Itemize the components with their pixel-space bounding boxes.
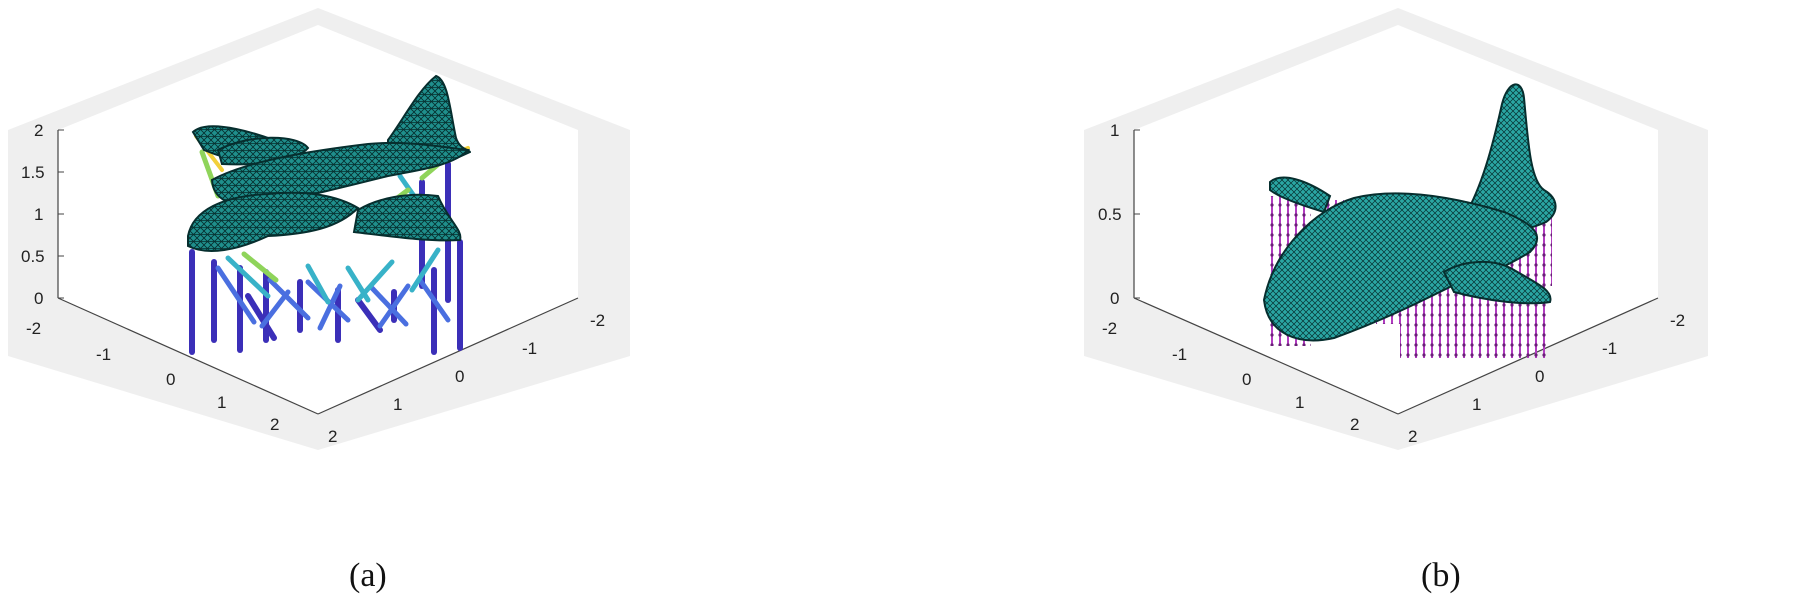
z-tick-b-0: 1 (1110, 121, 1119, 140)
plot-a: 2 1.5 1 0.5 0 -2 -1 0 1 2 -2 -1 0 1 2 (8, 8, 630, 450)
aircraft-mesh (187, 74, 472, 252)
right-axis-tick-b-0: -2 (1670, 311, 1685, 330)
z-tick-b-2: 0 (1110, 289, 1119, 308)
figure-panel-a: 2 1.5 1 0.5 0 -2 -1 0 1 2 -2 -1 0 1 2 (8, 0, 728, 530)
right-axis-tick-a-4: 2 (328, 427, 337, 446)
right-axis-tick-b-4: 2 (1408, 427, 1417, 446)
z-tick-a-2: 1 (34, 205, 43, 224)
left-axis-tick-b-1: -1 (1172, 345, 1187, 364)
right-axis-tick-b-2: 0 (1535, 367, 1544, 386)
left-axis-tick-b-0: -2 (1102, 319, 1117, 338)
z-tick-a-3: 0.5 (21, 247, 45, 266)
z-tick-a-4: 0 (34, 289, 43, 308)
caption-a: (a) (349, 557, 387, 594)
caption-b: (b) (1421, 557, 1461, 594)
z-tick-a-1: 1.5 (21, 163, 45, 182)
right-axis-tick-a-2: 0 (455, 367, 464, 386)
right-axis-tick-b-3: 1 (1472, 395, 1481, 414)
z-tick-b-1: 0.5 (1098, 205, 1122, 224)
left-axis-tick-a-4: 2 (270, 415, 279, 434)
z-tick-a-0: 2 (34, 121, 43, 140)
plot-b: 1 0.5 0 -2 -1 0 1 2 -2 -1 0 1 2 (1084, 8, 1708, 450)
right-axis-tick-a-1: -1 (522, 339, 537, 358)
left-axis-tick-a-3: 1 (217, 393, 226, 412)
left-axis-tick-b-3: 1 (1295, 393, 1304, 412)
right-axis-tick-b-1: -1 (1602, 339, 1617, 358)
figure-panel-b: 1 0.5 0 -2 -1 0 1 2 -2 -1 0 1 2 (1084, 0, 1804, 530)
left-axis-tick-b-2: 0 (1242, 370, 1251, 389)
left-axis-tick-a-2: 0 (166, 370, 175, 389)
right-axis-tick-a-0: -2 (590, 311, 605, 330)
left-axis-tick-a-1: -1 (96, 345, 111, 364)
right-axis-tick-a-3: 1 (393, 395, 402, 414)
left-axis-tick-a-0: -2 (26, 319, 41, 338)
left-axis-tick-b-4: 2 (1350, 415, 1359, 434)
aircraft-mesh (1262, 83, 1557, 342)
